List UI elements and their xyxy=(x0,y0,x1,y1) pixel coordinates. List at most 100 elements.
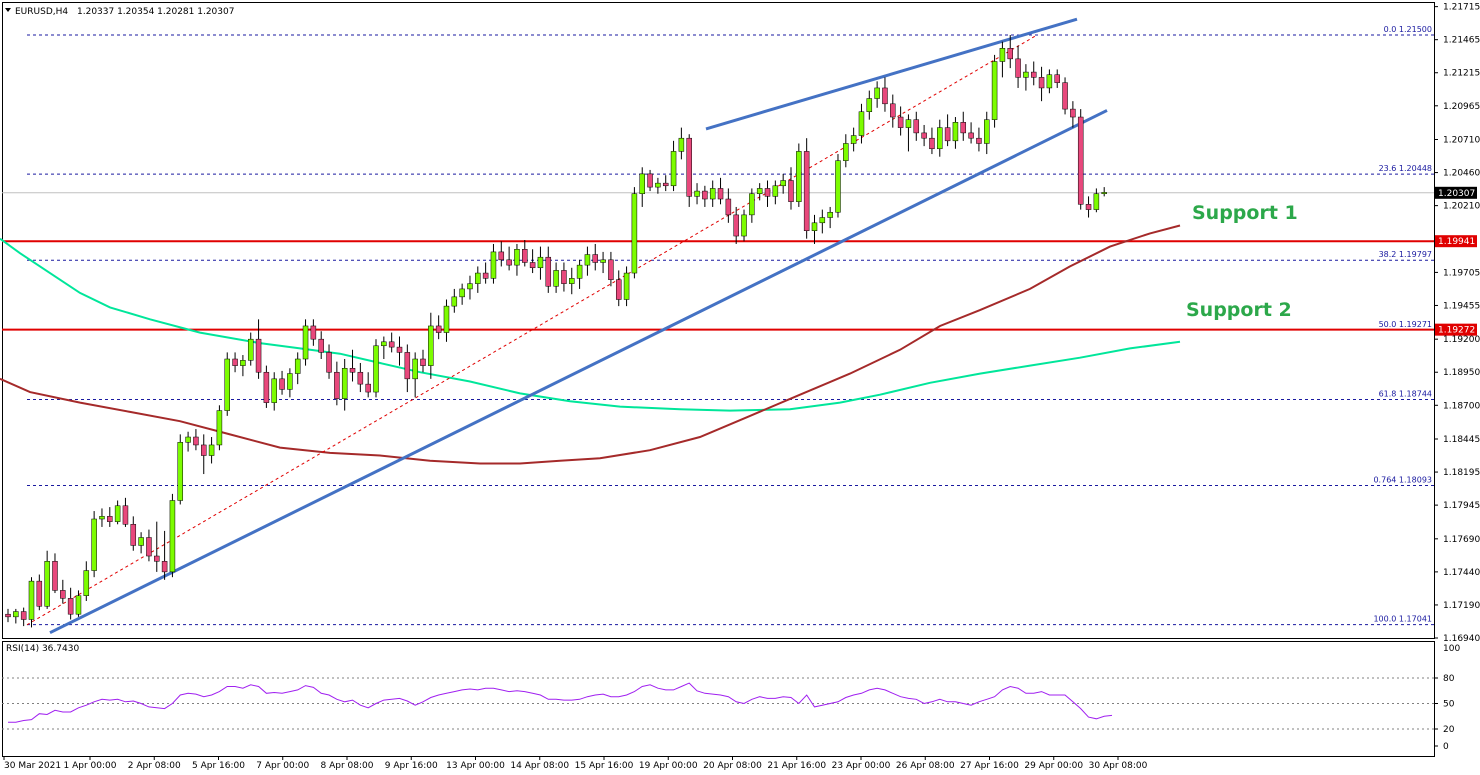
price-tick-label: 1.20965 xyxy=(1443,102,1480,112)
bullish-candle xyxy=(772,185,779,197)
bearish-candle xyxy=(193,436,199,446)
chart-header: EURUSD,H4 1.20337 1.20354 1.20281 1.2030… xyxy=(15,7,234,17)
bullish-candle xyxy=(639,173,645,194)
time-tick-label: 19 Apr 00:00 xyxy=(639,761,698,771)
time-tick-label: 21 Apr 16:00 xyxy=(767,761,826,771)
time-tick-label: 30 Mar 2021 xyxy=(4,761,61,771)
bullish-candle xyxy=(247,338,254,361)
bearish-candle xyxy=(960,122,967,134)
bearish-candle xyxy=(122,505,129,525)
bullish-candle xyxy=(827,211,833,218)
bullish-candle xyxy=(952,122,959,142)
bullish-candle xyxy=(294,358,301,374)
bearish-candle xyxy=(1007,48,1013,60)
bearish-candle xyxy=(733,214,739,237)
bullish-candle xyxy=(584,254,591,266)
bearish-candle xyxy=(255,338,262,373)
bearish-candle xyxy=(232,358,238,366)
bullish-candle xyxy=(999,48,1006,62)
bearish-candle xyxy=(929,137,935,150)
bullish-candle xyxy=(1046,74,1053,89)
bullish-candle xyxy=(937,127,943,150)
moving-averages xyxy=(0,224,1181,465)
bullish-candle xyxy=(240,360,246,366)
price-tick-label: 1.17190 xyxy=(1443,601,1480,611)
support-level-price-box xyxy=(1435,323,1477,336)
bearish-candle xyxy=(608,259,614,280)
bearish-candle xyxy=(882,87,888,105)
time-tick-label: 14 Apr 08:00 xyxy=(510,761,569,771)
current-price-box xyxy=(1435,186,1477,199)
time-tick-label: 1 Apr 00:00 xyxy=(64,761,117,771)
bearish-candle xyxy=(662,182,669,187)
bullish-candle xyxy=(670,151,677,187)
bullish-candle xyxy=(412,358,418,380)
bearish-candle xyxy=(788,180,794,202)
bearish-candle xyxy=(498,251,505,261)
bearish-candle xyxy=(529,262,536,269)
bullish-candle xyxy=(490,251,497,279)
slow-moving-average-line xyxy=(0,224,1181,465)
rsi-top-label: 100 xyxy=(1443,644,1460,654)
bullish-candle xyxy=(553,270,559,287)
bullish-candle xyxy=(91,518,97,571)
trendlines xyxy=(26,17,1108,635)
bullish-candle xyxy=(991,61,998,120)
time-tick-label: 5 Apr 16:00 xyxy=(192,761,245,771)
fib-level-label: 0.0 1.21500 xyxy=(1384,25,1432,34)
price-tick-label: 1.16940 xyxy=(1443,634,1480,644)
bearish-candle xyxy=(702,190,708,200)
bearish-candle xyxy=(506,259,512,266)
bullish-candle xyxy=(835,160,841,213)
bearish-candle xyxy=(161,561,168,573)
price-tick-label: 1.20460 xyxy=(1443,169,1480,179)
ohlc-label: 1.20337 1.20354 1.20281 1.20307 xyxy=(77,7,234,17)
time-tick-label: 9 Apr 16:00 xyxy=(385,761,438,771)
bullish-candle xyxy=(576,264,583,279)
fib-level-label: 38.2 1.19797 xyxy=(1379,250,1432,259)
bearish-candle xyxy=(615,279,622,300)
price-tick-label: 1.18445 xyxy=(1443,435,1480,445)
rsi-panel-frame xyxy=(2,641,1435,757)
support-2-label: Support 2 xyxy=(1186,299,1292,321)
time-tick-label: 27 Apr 16:00 xyxy=(960,761,1019,771)
bullish-candle xyxy=(302,325,309,360)
bullish-candle xyxy=(741,214,747,237)
fib-level-label: 61.8 1.18744 xyxy=(1379,389,1432,398)
upper-channel-trendline xyxy=(705,17,1078,131)
rsi-tick-label: 20 xyxy=(1443,725,1455,735)
fast-moving-average-line xyxy=(0,237,1181,412)
header-triangle-icon[interactable] xyxy=(5,8,11,12)
bullish-candle xyxy=(843,143,849,161)
bearish-candle xyxy=(60,590,66,599)
rsi-tick-label: 0 xyxy=(1443,742,1449,752)
bullish-candle xyxy=(709,188,716,200)
price-tick-label: 1.19455 xyxy=(1443,301,1480,311)
bearish-candle xyxy=(36,580,43,607)
time-axis: 30 Mar 2021 1 Apr 00:00 2 Apr 08:00 5 Apr 1… xyxy=(3,756,1148,771)
bullish-candle xyxy=(216,410,223,446)
fib-swing-line xyxy=(26,34,1038,626)
bullish-candle xyxy=(373,345,379,393)
time-tick-label: 2 Apr 08:00 xyxy=(128,761,181,771)
bullish-candle xyxy=(569,278,575,284)
bullish-candle xyxy=(28,580,35,620)
bullish-candle xyxy=(858,111,865,136)
bearish-candle xyxy=(404,352,411,380)
bearish-candle xyxy=(334,371,340,399)
bearish-candle xyxy=(310,325,317,340)
fib-level-label: 50.0 1.19271 xyxy=(1379,320,1432,329)
bullish-candle xyxy=(600,259,606,263)
time-tick-label: 7 Apr 00:00 xyxy=(256,761,309,771)
price-tick-label: 1.18950 xyxy=(1443,368,1480,378)
bullish-candle xyxy=(271,378,277,403)
rsi-line xyxy=(8,682,1113,723)
time-tick-label: 26 Apr 08:00 xyxy=(896,761,955,771)
bearish-candle xyxy=(326,352,332,373)
bearish-candle xyxy=(279,378,285,390)
bullish-candle xyxy=(537,256,544,269)
bullish-candle xyxy=(655,182,661,188)
bearish-candle xyxy=(52,561,58,591)
bullish-candle xyxy=(177,442,184,501)
